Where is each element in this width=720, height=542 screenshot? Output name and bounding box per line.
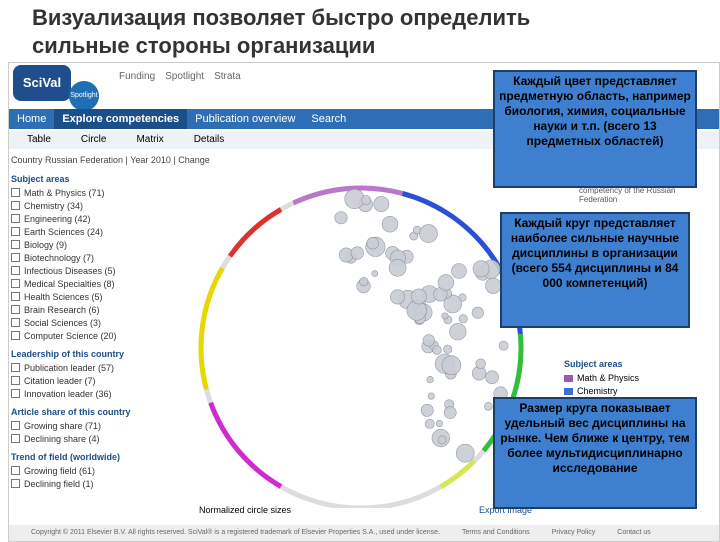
product-badge: Spotlight	[69, 81, 99, 111]
section-heading: Trend of field (worldwide)	[11, 452, 120, 462]
export-link[interactable]: Export image	[479, 505, 533, 515]
checkbox-item[interactable]: Growing field (61)	[11, 465, 179, 478]
legend-item[interactable]: Math & Physics	[564, 372, 694, 385]
bubble	[475, 358, 486, 370]
legend-item[interactable]: Chemistry	[564, 385, 694, 398]
tab[interactable]: Publication overview	[195, 113, 296, 125]
bubble	[334, 211, 348, 225]
tab[interactable]: Explore competencies	[54, 109, 188, 129]
callout: Каждый цвет представляет предметную обла…	[493, 70, 697, 188]
bubble	[458, 314, 468, 324]
bubble	[419, 224, 438, 243]
panel-text: competency of the Russian Federation	[579, 186, 676, 204]
ring-arc	[481, 333, 524, 453]
checkbox-item[interactable]: Innovation leader (36)	[11, 388, 179, 401]
bubble	[359, 276, 369, 287]
bubble	[390, 289, 406, 305]
bubble	[441, 355, 462, 376]
bubble	[498, 340, 509, 351]
bubble	[449, 323, 467, 341]
bubble	[437, 274, 455, 291]
checkbox-item[interactable]: Biology (9)	[11, 239, 179, 252]
checkbox-item[interactable]: Declining share (4)	[11, 433, 179, 446]
bubble	[451, 263, 467, 279]
ring-arc	[208, 401, 283, 489]
checkbox-item[interactable]: Math & Physics (71)	[11, 187, 179, 200]
top-nav-link[interactable]: Funding	[119, 71, 156, 82]
checkbox-item[interactable]: Infectious Diseases (5)	[11, 265, 179, 278]
ring-arc	[198, 266, 225, 391]
logo: SciVal	[13, 65, 71, 101]
footer-text[interactable]: Contact us	[617, 529, 651, 536]
bubble	[388, 259, 407, 277]
bubble	[432, 345, 442, 355]
checkbox-item[interactable]: Declining field (1)	[11, 478, 179, 491]
callout: Каждый круг представляет наиболее сильны…	[500, 212, 690, 328]
checkbox-item[interactable]: Publication leader (57)	[11, 362, 179, 375]
checkbox-item[interactable]: Growing share (71)	[11, 420, 179, 433]
ring-arc	[439, 459, 476, 489]
tab[interactable]: Search	[311, 113, 347, 125]
view-button[interactable]: Circle	[80, 134, 107, 145]
footer: Copyright © 2011 Elsevier B.V. All right…	[9, 525, 719, 541]
ring-arc	[292, 185, 404, 206]
bubble	[443, 294, 462, 314]
checkbox-item[interactable]: Chemistry (34)	[11, 200, 179, 213]
bubble	[427, 392, 435, 400]
left-panel: Subject areas Math & Physics (71) Chemistr…	[11, 168, 179, 491]
footer-text[interactable]: Terms and Conditions	[461, 529, 530, 536]
checkbox-item[interactable]: Brain Research (6)	[11, 304, 179, 317]
ring-arc	[227, 207, 283, 258]
section-heading: Leadership of this country	[11, 349, 125, 359]
bubble	[455, 443, 475, 463]
top-nav-link[interactable]: Strata	[214, 71, 241, 82]
bubble	[422, 334, 435, 347]
bubble	[424, 418, 435, 429]
bubble	[371, 270, 379, 277]
view-button[interactable]: Table	[27, 134, 51, 145]
circle-view	[198, 185, 524, 508]
checkbox-item[interactable]: Engineering (42)	[11, 213, 179, 226]
top-nav: Funding Spotlight Strata	[119, 71, 251, 82]
checkbox-item[interactable]: Computer Science (20)	[11, 330, 179, 343]
bubble	[471, 306, 484, 319]
bubble	[366, 236, 379, 250]
bubble	[441, 312, 449, 320]
checkbox-item[interactable]: Earth Sciences (24)	[11, 226, 179, 239]
bubble	[350, 246, 364, 260]
section-heading: Article share of this country	[11, 407, 131, 417]
footer-text[interactable]: Privacy Policy	[551, 529, 596, 536]
view-button[interactable]: Matrix	[136, 134, 164, 145]
bubble	[437, 435, 447, 445]
normalize-toggle[interactable]: Normalized circle sizes	[199, 505, 292, 515]
bubble	[472, 260, 490, 278]
checkbox-item[interactable]: Biotechnology (7)	[11, 252, 179, 265]
bubble	[485, 370, 499, 385]
slide-title: Визуализация позволяет быстро определить…	[32, 5, 531, 58]
section-heading: Subject areas	[11, 174, 70, 184]
view-button[interactable]: Details	[193, 134, 225, 145]
section-heading: Subject areas	[564, 359, 623, 369]
checkbox-item[interactable]: Social Sciences (3)	[11, 317, 179, 330]
top-nav-link[interactable]: Spotlight	[165, 71, 205, 82]
tab[interactable]: Home	[17, 113, 47, 125]
bubble	[435, 419, 443, 427]
bubble	[381, 215, 399, 233]
bubble	[361, 195, 372, 206]
bubble	[485, 277, 502, 294]
callout: Размер круга показывает удельный вес дис…	[493, 397, 697, 509]
bubble	[420, 403, 434, 417]
bubble	[426, 376, 434, 384]
footer-text: Copyright © 2011 Elsevier B.V. All right…	[31, 529, 440, 536]
bubble	[443, 406, 457, 419]
checkbox-item[interactable]: Medical Specialties (8)	[11, 278, 179, 291]
bubble	[484, 402, 493, 411]
checkbox-item[interactable]: Health Sciences (5)	[11, 291, 179, 304]
checkbox-item[interactable]: Citation leader (7)	[11, 375, 179, 388]
bubble	[443, 344, 453, 354]
bubble	[410, 288, 427, 305]
bubble	[373, 196, 390, 212]
filter[interactable]: Country Russian Federation | Year 2010 |…	[11, 155, 210, 165]
